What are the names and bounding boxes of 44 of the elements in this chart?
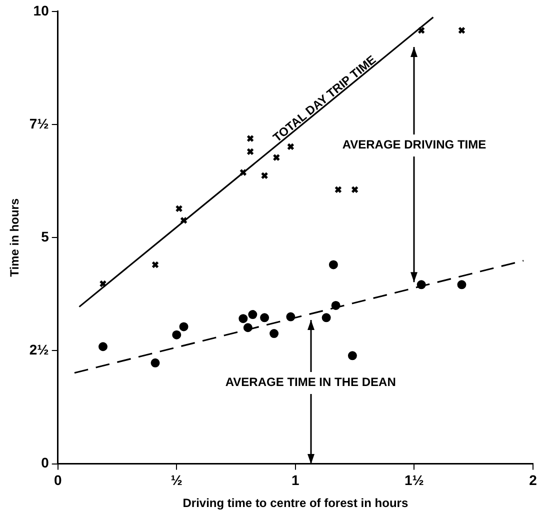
point	[243, 323, 252, 332]
point	[246, 148, 254, 156]
point	[458, 26, 466, 34]
point	[239, 168, 247, 176]
point	[348, 351, 357, 360]
point	[457, 280, 466, 290]
annotation: AVERAGE TIME IN THE DEAN	[225, 375, 396, 390]
point	[179, 322, 188, 332]
y-tick-label: 2½	[29, 342, 50, 358]
y-tick-label: 5	[41, 228, 50, 244]
point	[322, 313, 331, 322]
point	[172, 330, 182, 340]
point	[286, 312, 296, 322]
annotation: AVERAGE DRIVING TIME	[342, 138, 486, 152]
point	[328, 260, 338, 270]
point	[99, 280, 107, 288]
point	[175, 204, 183, 212]
point	[260, 172, 268, 180]
y-tick-label: 10	[33, 2, 50, 18]
point	[150, 358, 160, 368]
point	[286, 142, 294, 150]
point	[152, 261, 159, 268]
point	[238, 314, 248, 324]
point	[246, 134, 254, 142]
x-tick-label: 1½	[404, 472, 424, 488]
point	[331, 300, 340, 310]
y-axis-title: Time in hours	[8, 198, 22, 277]
point	[260, 313, 270, 322]
point	[270, 329, 279, 338]
point	[180, 216, 188, 224]
x-tick-label: 0	[54, 472, 62, 488]
point	[248, 310, 258, 320]
point	[98, 342, 108, 352]
point	[272, 154, 280, 162]
point	[334, 186, 342, 194]
y-tick-label: 7½	[29, 115, 50, 132]
x-tick-label: 1	[292, 472, 300, 488]
y-tick-label: 0	[41, 454, 50, 471]
point	[416, 280, 426, 290]
point	[351, 186, 359, 194]
x-tick-label: 2	[529, 472, 538, 488]
x-tick-label: ½	[170, 472, 183, 488]
point	[418, 26, 426, 34]
x-axis-title: Driving time to centre of forest in hours	[182, 496, 408, 510]
